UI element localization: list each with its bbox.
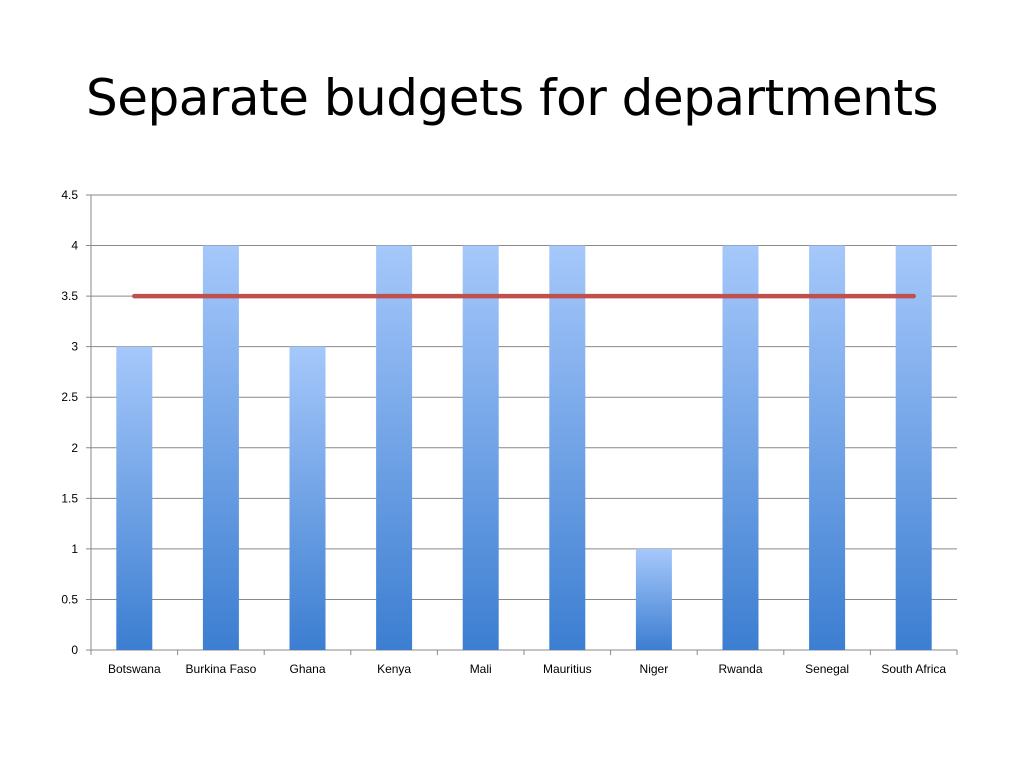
y-tick-label: 1.5 <box>61 491 78 505</box>
x-tick-label: Botswana <box>108 662 161 676</box>
x-tick-label: Niger <box>640 662 669 676</box>
y-tick-label: 2.5 <box>61 390 78 404</box>
x-tick-label: Mali <box>470 662 492 676</box>
y-tick-label: 3.5 <box>61 289 78 303</box>
bar-mali <box>462 245 499 651</box>
bar-botswana <box>116 346 153 650</box>
y-tick-label: 1 <box>71 542 78 556</box>
bar-south-africa <box>895 245 932 651</box>
x-tick-label: Mauritius <box>543 662 592 676</box>
x-tick-label: Ghana <box>289 662 325 676</box>
tick-labels: 0 0.5 1 1.5 2 2.5 3 3.5 4 4.5 Botswana Burkina Faso… <box>61 188 946 676</box>
y-tick-label: 0 <box>71 643 78 657</box>
y-tick-label: 2 <box>71 441 78 455</box>
x-tick-label: South Africa <box>881 662 946 676</box>
y-tick-label: 3 <box>71 340 78 354</box>
bar-mauritius <box>549 245 586 651</box>
slide-title: Separate budgets for departments <box>85 69 939 127</box>
x-tick-label: Kenya <box>377 662 411 676</box>
bar-ghana <box>289 346 326 650</box>
y-tick-label: 0.5 <box>61 592 78 606</box>
bars <box>116 245 932 651</box>
x-tick-label: Senegal <box>805 662 849 676</box>
x-tick-label: Rwanda <box>718 662 762 676</box>
y-tick-label: 4 <box>71 239 78 253</box>
bar-niger <box>635 548 672 650</box>
x-tick-label: Burkina Faso <box>186 662 257 676</box>
y-tick-label: 4.5 <box>61 188 78 202</box>
bar-senegal <box>809 245 846 651</box>
bar-rwanda <box>722 245 759 651</box>
bar-kenya <box>376 245 413 651</box>
bar-burkina-faso <box>202 245 239 651</box>
